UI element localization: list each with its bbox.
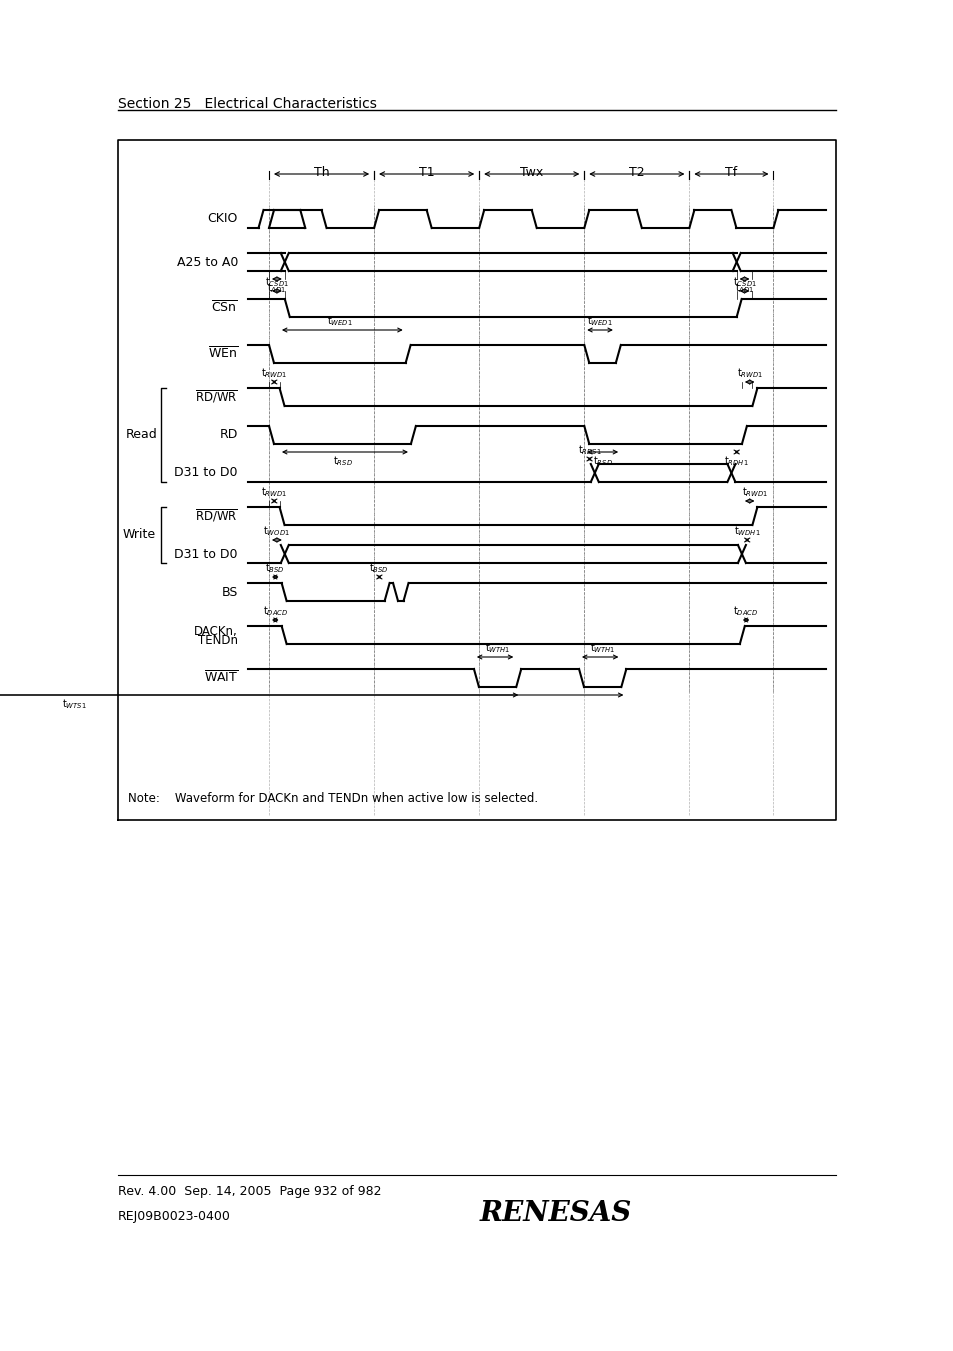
Text: t$_{WTS1}$: t$_{WTS1}$ — [62, 697, 87, 711]
Text: RENESAS: RENESAS — [479, 1200, 632, 1227]
Text: t$_{BSD}$: t$_{BSD}$ — [265, 561, 285, 576]
Text: t$_{WOD1}$: t$_{WOD1}$ — [263, 524, 290, 538]
Text: D31 to D0: D31 to D0 — [174, 547, 237, 561]
Text: BS: BS — [221, 585, 237, 598]
Text: TENDn: TENDn — [198, 635, 237, 647]
Text: RD: RD — [219, 428, 237, 442]
Text: Read: Read — [126, 428, 157, 442]
Text: Th: Th — [314, 166, 329, 178]
Text: t$_{WDH1}$: t$_{WDH1}$ — [733, 524, 760, 538]
Text: t$_{RSD}$: t$_{RSD}$ — [592, 454, 612, 467]
Text: D31 to D0: D31 to D0 — [174, 466, 237, 480]
Text: t$_{RWD1}$: t$_{RWD1}$ — [741, 485, 767, 499]
Text: t$_{RDS1}$: t$_{RDS1}$ — [577, 443, 600, 457]
Text: t$_{WTH1}$: t$_{WTH1}$ — [589, 642, 615, 655]
Text: t$_{WED1}$: t$_{WED1}$ — [327, 315, 353, 328]
Text: DACKn,: DACKn, — [194, 624, 237, 638]
Text: Section 25   Electrical Characteristics: Section 25 Electrical Characteristics — [118, 97, 376, 111]
Text: $\overline{\mathrm{CSn}}$: $\overline{\mathrm{CSn}}$ — [212, 300, 237, 316]
Text: T2: T2 — [628, 166, 644, 178]
Text: t$_{CSD1}$: t$_{CSD1}$ — [732, 276, 756, 289]
Text: Write: Write — [123, 528, 156, 542]
Text: $\overline{\mathrm{RD/WR}}$: $\overline{\mathrm{RD/WR}}$ — [194, 508, 237, 524]
Text: Rev. 4.00  Sep. 14, 2005  Page 932 of 982: Rev. 4.00 Sep. 14, 2005 Page 932 of 982 — [118, 1185, 381, 1198]
Text: t$_{CSD1}$: t$_{CSD1}$ — [265, 276, 289, 289]
Text: $\overline{\mathrm{WEn}}$: $\overline{\mathrm{WEn}}$ — [208, 346, 237, 362]
Text: t$_{AD1}$: t$_{AD1}$ — [267, 281, 286, 295]
Text: $\overline{\mathrm{RD/WR}}$: $\overline{\mathrm{RD/WR}}$ — [194, 389, 237, 405]
Text: t$_{BSD}$: t$_{BSD}$ — [369, 561, 389, 576]
Text: REJ09B0023-0400: REJ09B0023-0400 — [118, 1210, 231, 1223]
Text: t$_{WED1}$: t$_{WED1}$ — [586, 315, 613, 328]
Text: Twx: Twx — [519, 166, 543, 178]
Text: A25 to A0: A25 to A0 — [176, 255, 237, 269]
Text: t$_{RWD1}$: t$_{RWD1}$ — [736, 366, 762, 380]
Text: Note:    Waveform for DACKn and TENDn when active low is selected.: Note: Waveform for DACKn and TENDn when … — [128, 792, 537, 805]
Text: $\overline{\mathrm{WAIT}}$: $\overline{\mathrm{WAIT}}$ — [203, 670, 237, 686]
Text: CKIO: CKIO — [208, 212, 237, 226]
Text: t$_{DACD}$: t$_{DACD}$ — [733, 604, 758, 617]
Text: T1: T1 — [418, 166, 434, 178]
Text: Tf: Tf — [724, 166, 737, 178]
Text: t$_{AD1}$: t$_{AD1}$ — [734, 281, 754, 295]
Text: t$_{RWD1}$: t$_{RWD1}$ — [261, 366, 287, 380]
Text: t$_{DACD}$: t$_{DACD}$ — [262, 604, 288, 617]
Text: t$_{RSD}$: t$_{RSD}$ — [333, 454, 352, 467]
Text: t$_{WTH1}$: t$_{WTH1}$ — [484, 642, 510, 655]
Text: t$_{RWD1}$: t$_{RWD1}$ — [261, 485, 287, 499]
Text: t$_{RDH1}$: t$_{RDH1}$ — [723, 454, 748, 467]
